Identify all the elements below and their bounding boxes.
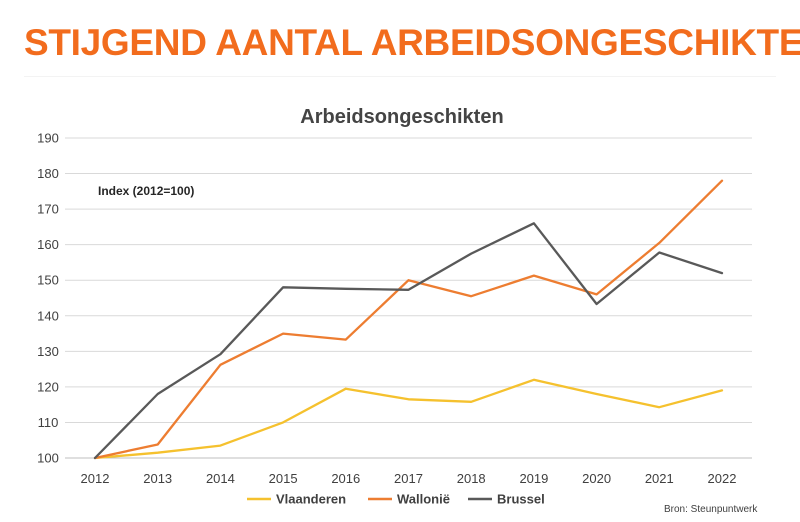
y-tick-label: 130 bbox=[37, 344, 59, 359]
y-tick-label: 180 bbox=[37, 166, 59, 181]
page-banner-title: STIJGEND AANTAL ARBEIDSONGESCHIKTEN bbox=[24, 22, 800, 63]
y-tick-label: 120 bbox=[37, 379, 59, 394]
x-tick-label: 2021 bbox=[645, 471, 674, 486]
series-line-walloni bbox=[93, 179, 724, 460]
banner-divider bbox=[24, 76, 776, 77]
y-tick-label: 170 bbox=[37, 202, 59, 217]
y-tick-label: 100 bbox=[37, 451, 59, 466]
x-tick-label: 2022 bbox=[708, 471, 737, 486]
x-tick-label: 2015 bbox=[269, 471, 298, 486]
x-tick-label: 2020 bbox=[582, 471, 611, 486]
series-line-brussel bbox=[93, 222, 724, 460]
source-note: Bron: Steunpuntwerk bbox=[664, 504, 758, 515]
y-tick-label: 150 bbox=[37, 273, 59, 288]
legend: Vlaanderen Wallonië Brussel bbox=[247, 492, 545, 507]
y-tick-label: 190 bbox=[37, 131, 59, 146]
legend-label: Wallonië bbox=[397, 492, 450, 507]
series-lines bbox=[93, 179, 724, 460]
legend-label: Brussel bbox=[497, 492, 545, 507]
x-tick-label: 2016 bbox=[331, 471, 360, 486]
legend-label: Vlaanderen bbox=[276, 492, 346, 507]
index-annotation: Index (2012=100) bbox=[98, 184, 194, 198]
x-tick-label: 2012 bbox=[81, 471, 110, 486]
x-tick-label: 2013 bbox=[143, 471, 172, 486]
y-tick-label: 110 bbox=[38, 415, 59, 430]
y-tick-label: 160 bbox=[37, 237, 59, 252]
x-axis-ticks: 2012 2013 2014 2015 2016 2017 2018 2019 2020 2021… bbox=[81, 471, 737, 486]
x-tick-label: 2019 bbox=[519, 471, 548, 486]
x-tick-label: 2018 bbox=[457, 471, 486, 486]
x-tick-label: 2014 bbox=[206, 471, 235, 486]
gridlines bbox=[65, 137, 752, 459]
series-line-vlaanderen bbox=[93, 378, 724, 460]
y-tick-label: 140 bbox=[37, 308, 59, 323]
y-axis-ticks: 100 110 120 130 140 150 160 170 180 190 bbox=[37, 131, 59, 466]
chart-title: Arbeidsongeschikten bbox=[300, 106, 503, 128]
x-tick-label: 2017 bbox=[394, 471, 423, 486]
